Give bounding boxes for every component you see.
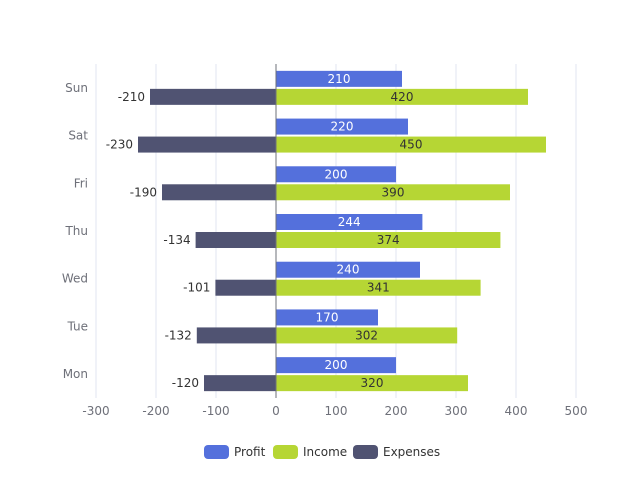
y-category-label: Fri — [74, 176, 88, 190]
data-label-profit: 220 — [331, 120, 354, 134]
y-category-label: Wed — [62, 272, 88, 286]
data-label-expenses: -132 — [165, 328, 192, 342]
x-tick-label: 200 — [385, 404, 408, 418]
bar-income — [276, 375, 468, 392]
data-label-expenses: -134 — [163, 233, 190, 247]
data-label-profit: 240 — [337, 263, 360, 277]
bar-expenses — [150, 88, 276, 105]
bar-income — [276, 232, 501, 248]
y-category-label: Mon — [63, 367, 88, 381]
bar-expenses — [204, 375, 276, 392]
x-tick-label: 300 — [445, 404, 468, 418]
data-label-profit: 170 — [316, 310, 339, 324]
data-label-profit: 210 — [328, 72, 351, 86]
y-category-label: Tue — [67, 319, 89, 333]
y-category-label: Sat — [68, 129, 88, 143]
x-tick-label: 0 — [272, 404, 280, 418]
data-label-profit: 244 — [338, 215, 361, 229]
legend-swatch-income — [273, 445, 298, 459]
x-tick-label: -100 — [202, 404, 229, 418]
data-label-expenses: -101 — [183, 281, 210, 295]
data-label-income: 302 — [355, 328, 378, 342]
x-tick-label: -300 — [82, 404, 109, 418]
bar-expenses — [195, 232, 276, 248]
data-label-income: 450 — [400, 138, 423, 152]
bar-income — [276, 327, 458, 344]
x-tick-label: 400 — [505, 404, 528, 418]
bar-profit — [276, 309, 378, 326]
bar-profit — [276, 357, 396, 374]
data-label-expenses: -190 — [130, 185, 157, 199]
x-tick-label: 100 — [325, 404, 348, 418]
legend-swatch-profit — [204, 445, 229, 459]
bar-profit — [276, 214, 423, 230]
data-label-income: 420 — [391, 90, 414, 104]
legend-swatch-expenses — [353, 445, 378, 459]
data-label-expenses: -210 — [118, 90, 145, 104]
data-label-expenses: -120 — [172, 376, 199, 390]
data-label-income: 374 — [377, 233, 400, 247]
bar-profit — [276, 261, 420, 278]
bar-expenses — [162, 184, 276, 201]
legend-label-income: Income — [303, 445, 347, 459]
bar-income — [276, 88, 528, 105]
legend-label-profit: Profit — [234, 445, 266, 459]
y-category-label: Sun — [65, 81, 88, 95]
y-category-label: Thu — [64, 224, 88, 238]
data-label-income: 390 — [382, 185, 405, 199]
data-label-profit: 200 — [325, 358, 348, 372]
data-label-profit: 200 — [325, 167, 348, 181]
bar-profit — [276, 166, 396, 183]
bar-expenses — [215, 279, 276, 296]
x-tick-label: 500 — [565, 404, 588, 418]
bar-profit — [276, 70, 402, 87]
data-label-income: 341 — [367, 281, 390, 295]
legend-label-expenses: Expenses — [383, 445, 440, 459]
bar-income — [276, 279, 481, 296]
bar-income — [276, 136, 546, 153]
x-tick-label: -200 — [142, 404, 169, 418]
bar-expenses — [196, 327, 276, 344]
data-label-expenses: -230 — [106, 138, 133, 152]
bar-expenses — [138, 136, 276, 153]
bar-profit — [276, 118, 408, 135]
bar-income — [276, 184, 510, 201]
data-label-income: 320 — [361, 376, 384, 390]
